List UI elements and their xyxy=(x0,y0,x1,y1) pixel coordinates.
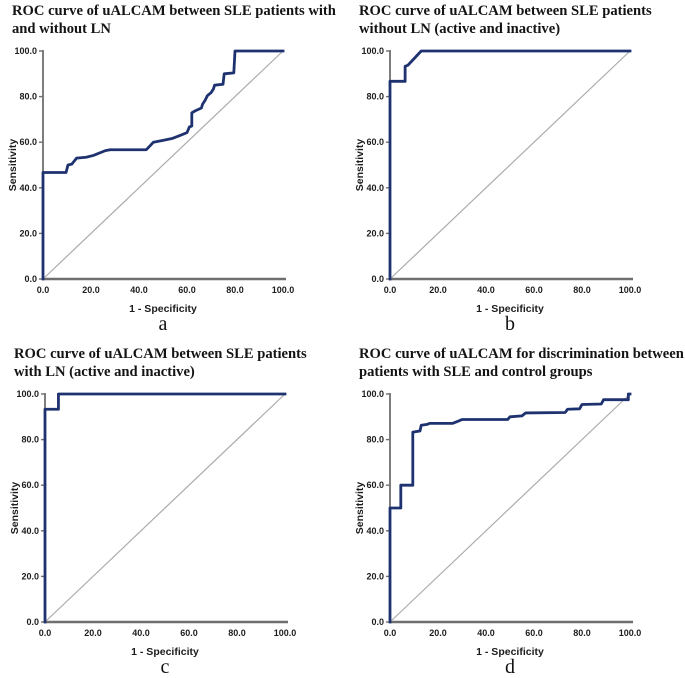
y-tick-label: 0.0 xyxy=(24,274,37,284)
y-tick-label: 80.0 xyxy=(366,92,384,102)
reference-diagonal xyxy=(389,393,631,623)
y-axis-title: Sensitivity xyxy=(7,139,19,192)
y-tick-label: 40.0 xyxy=(19,183,37,193)
roc-curve xyxy=(388,392,632,624)
y-tick-label: 0.0 xyxy=(371,617,384,627)
y-tick-label: 80.0 xyxy=(366,435,384,445)
x-tick-label: 80.0 xyxy=(228,628,246,638)
x-tick-label: 60.0 xyxy=(525,628,543,638)
y-tick-label: 20.0 xyxy=(19,228,37,238)
x-tick-label: 60.0 xyxy=(525,285,543,295)
roc-panel-c: ROC curve of uALCAM between SLE patients… xyxy=(8,346,342,678)
y-tick-label: 80.0 xyxy=(19,92,37,102)
y-tick-label: 80.0 xyxy=(21,435,39,445)
roc-curve xyxy=(388,49,632,281)
reference-diagonal xyxy=(42,50,284,280)
x-tick-label: 20.0 xyxy=(429,628,447,638)
reference-diagonal xyxy=(389,50,631,280)
reference-diagonal xyxy=(44,393,286,623)
x-axis-title: 1 - Specificity xyxy=(476,646,544,658)
x-tick-label: 100.0 xyxy=(619,628,642,638)
x-tick-label: 40.0 xyxy=(477,285,495,295)
x-tick-label: 80.0 xyxy=(573,285,591,295)
y-tick-label: 20.0 xyxy=(366,571,384,581)
y-tick-label: 40.0 xyxy=(366,183,384,193)
x-tick-label: 0.0 xyxy=(384,628,397,638)
y-axis-title: Sensitivity xyxy=(9,482,21,535)
y-tick-label: 60.0 xyxy=(366,137,384,147)
roc-panel-a: ROC curve of uALCAM between SLE patients… xyxy=(6,3,340,335)
y-tick-label: 100.0 xyxy=(361,46,384,56)
x-tick-label: 60.0 xyxy=(180,628,198,638)
panel-letter: a xyxy=(159,313,168,335)
x-tick-label: 40.0 xyxy=(130,285,148,295)
x-axis-title: 1 - Specificity xyxy=(129,303,197,315)
x-tick-label: 80.0 xyxy=(226,285,244,295)
roc-curve xyxy=(43,392,287,624)
y-axis-title: Sensitivity xyxy=(354,482,366,535)
x-tick-label: 80.0 xyxy=(573,628,591,638)
x-tick-label: 0.0 xyxy=(384,285,397,295)
x-tick-label: 100.0 xyxy=(619,285,642,295)
roc-panel-d: ROC curve of uALCAM for discrimination b… xyxy=(353,346,685,678)
y-tick-label: 0.0 xyxy=(371,274,384,284)
x-axis-title: 1 - Specificity xyxy=(476,303,544,315)
y-tick-label: 60.0 xyxy=(21,480,39,490)
roc-chart-b: 0.0 20.0 40.0 60.0 80.0 100.0 0.0 20.0 40.0 60.0 8… xyxy=(354,46,642,335)
y-tick-label: 100.0 xyxy=(16,389,39,399)
panel-letter: d xyxy=(505,656,515,678)
x-tick-label: 40.0 xyxy=(132,628,150,638)
y-tick-label: 60.0 xyxy=(366,480,384,490)
panel-letter: c xyxy=(161,656,170,678)
chart-title-d: ROC curve of uALCAM for discrimination b… xyxy=(359,346,684,380)
x-tick-label: 20.0 xyxy=(429,285,447,295)
x-tick-label: 100.0 xyxy=(272,285,295,295)
y-tick-label: 20.0 xyxy=(366,228,384,238)
roc-chart-a: 0.0 20.0 40.0 60.0 80.0 100.0 0.0 20.0 40.0 60.0 8… xyxy=(7,46,295,335)
y-tick-label: 60.0 xyxy=(19,137,37,147)
roc-chart-c: 0.0 20.0 40.0 60.0 80.0 100.0 0.0 20.0 40.0 60.0 8… xyxy=(9,389,297,678)
x-tick-label: 20.0 xyxy=(84,628,102,638)
roc-curve xyxy=(41,49,285,281)
y-tick-label: 40.0 xyxy=(366,526,384,536)
x-tick-label: 40.0 xyxy=(477,628,495,638)
chart-title-b: ROC curve of uALCAM between SLE patients… xyxy=(359,3,652,37)
y-tick-label: 100.0 xyxy=(14,46,37,56)
y-axis-title: Sensitivity xyxy=(354,139,366,192)
roc-chart-d: 0.0 20.0 40.0 60.0 80.0 100.0 0.0 20.0 40.0 60.0 8… xyxy=(354,389,642,678)
roc-panel-b: ROC curve of uALCAM between SLE patients… xyxy=(353,3,685,335)
chart-title-c: ROC curve of uALCAM between SLE patients… xyxy=(14,346,307,380)
y-tick-label: 100.0 xyxy=(361,389,384,399)
y-tick-label: 40.0 xyxy=(21,526,39,536)
chart-title-a: ROC curve of uALCAM between SLE patients… xyxy=(12,3,336,37)
x-axis-title: 1 - Specificity xyxy=(131,646,199,658)
y-tick-label: 20.0 xyxy=(21,571,39,581)
x-tick-label: 0.0 xyxy=(37,285,50,295)
panel-letter: b xyxy=(505,313,515,335)
y-tick-label: 0.0 xyxy=(26,617,39,627)
x-tick-label: 20.0 xyxy=(82,285,100,295)
x-tick-label: 100.0 xyxy=(274,628,297,638)
x-tick-label: 60.0 xyxy=(178,285,196,295)
x-tick-label: 0.0 xyxy=(39,628,52,638)
